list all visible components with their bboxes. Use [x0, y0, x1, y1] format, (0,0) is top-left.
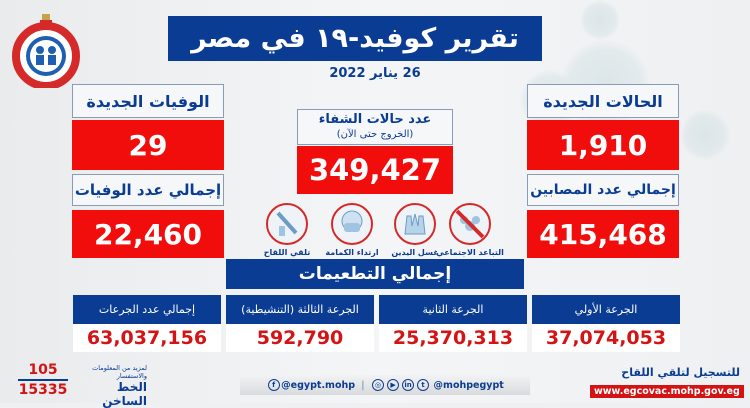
hotline-text: لمزيد من المعلومات والاستفسار الخط الساخ… [72, 364, 147, 408]
youtube-icon[interactable]: ▶ [387, 379, 400, 391]
face-mask-icon [331, 203, 373, 245]
virus-decoration [680, 110, 730, 160]
vaccine-registration: للتسجيل لتلقي اللقاح www.egcovac.mohp.go… [590, 366, 744, 398]
new-cases-value: 1,910 [527, 120, 679, 170]
dose-label: إجمالي عدد الجرعات [73, 295, 221, 324]
precaution-label: ارتداء الكمامة [325, 248, 379, 257]
precaution-label: تلقي اللقاح [263, 248, 311, 257]
vaccine-icon [266, 203, 308, 245]
precaution-label: غسل اليدين [391, 248, 439, 257]
recovered-label-box: عدد حالات الشفاء (الخروج حتى الآن) [297, 109, 453, 145]
register-label: للتسجيل لتلقي اللقاح [621, 366, 740, 379]
dose-value: 63,037,156 [73, 324, 221, 352]
dose-card-first: الجرعة الأولي 37,074,053 [532, 295, 680, 352]
precaution-hand-washing: غسل اليدين [385, 203, 445, 257]
vaccinations-title: إجمالي التطعيمات [226, 259, 524, 289]
dose-label: الجرعة الثانية [379, 295, 527, 324]
divider [18, 379, 68, 381]
dose-card-second: الجرعة الثانية 25,370,313 [379, 295, 527, 352]
ministry-logo [10, 12, 82, 90]
new-deaths-label: الوفيات الجديدة [72, 84, 224, 118]
report-date: 26 يناير 2022 [329, 66, 421, 81]
dose-card-booster: الجرعة الثالثة (التنشيطية) 592,790 [226, 295, 374, 352]
hotline-label: الخط الساخن [102, 380, 147, 408]
facebook-handle[interactable]: @egypt.mohp [281, 379, 356, 391]
recovered-sublabel: (الخروج حتى الآن) [336, 129, 414, 140]
precaution-social-distancing: التباعد الاجتماعي [436, 203, 504, 257]
dose-card-total: إجمالي عدد الجرعات 63,037,156 [73, 295, 221, 352]
social-bar: f @egypt.mohp | ◎ ▶ in t @mohpegypt [240, 375, 530, 395]
social-distancing-icon [449, 203, 491, 245]
hotline-number-long: 15335 [18, 382, 68, 398]
precaution-label: التباعد الاجتماعي [436, 248, 504, 257]
hotline-numbers: 105 15335 [18, 362, 68, 398]
linkedin-icon[interactable]: in [402, 379, 415, 391]
dose-value: 25,370,313 [379, 324, 527, 352]
social-handle[interactable]: @mohpegypt [433, 379, 504, 391]
dose-value: 592,790 [226, 324, 374, 352]
recovered-value: 349,427 [297, 146, 453, 194]
facebook-icon[interactable]: f [267, 379, 280, 391]
total-deaths-value: 22,460 [72, 210, 224, 258]
precaution-vaccine: تلقي اللقاح [257, 203, 317, 257]
precaution-face-mask: ارتداء الكمامة [322, 203, 382, 257]
virus-decoration [580, 0, 620, 40]
hotline-info: لمزيد من المعلومات والاستفسار [92, 364, 147, 380]
total-cases-label: إجمالي عدد المصابين [527, 174, 679, 206]
dose-label: الجرعة الثالثة (التنشيطية) [226, 295, 374, 324]
separator: | [361, 379, 365, 391]
twitter-icon[interactable]: t [417, 379, 430, 391]
recovered-label: عدد حالات الشفاء [318, 112, 432, 127]
dose-value: 37,074,053 [532, 324, 680, 352]
register-url[interactable]: www.egcovac.mohp.gov.eg [590, 385, 744, 398]
dose-label: الجرعة الأولي [532, 295, 680, 324]
new-deaths-value: 29 [72, 120, 224, 170]
instagram-icon[interactable]: ◎ [372, 379, 385, 391]
new-cases-label: الحالات الجديدة [527, 84, 679, 118]
hand-washing-icon [394, 203, 436, 245]
total-cases-value: 415,468 [527, 210, 679, 258]
ministry-emblem-icon [12, 14, 80, 90]
total-deaths-label: إجمالي عدد الوفيات [72, 174, 224, 206]
page-title: تقرير كوفيد-١٩ في مصر [168, 16, 542, 61]
hotline-number-short: 105 [28, 362, 58, 378]
